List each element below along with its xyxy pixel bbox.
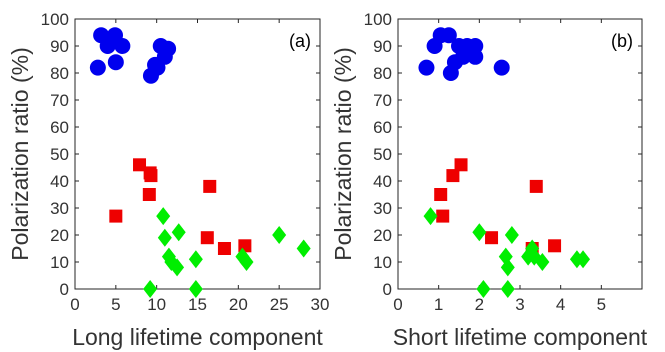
data-point-diamond: [272, 226, 287, 244]
data-point-square: [446, 169, 460, 183]
data-point-square: [217, 242, 231, 255]
data-point-diamond: [239, 253, 254, 271]
x-tick-label: 30: [311, 295, 330, 314]
x-tick-label: 20: [229, 295, 248, 314]
y-tick-label: 10: [50, 253, 69, 272]
data-point-diamond: [171, 223, 186, 242]
x-tick-label: 0: [393, 295, 402, 314]
data-point-square: [203, 179, 217, 193]
x-tick-label: 4: [556, 295, 565, 314]
data-point-circle: [467, 48, 484, 65]
data-point-diamond: [476, 280, 491, 298]
data-point-diamond: [188, 280, 203, 298]
data-point-circle: [147, 56, 164, 73]
data-point-diamond: [423, 207, 438, 226]
data-point-square: [133, 158, 147, 172]
data-point-square: [434, 188, 448, 201]
data-point-square: [454, 158, 468, 172]
y-tick-label: 0: [60, 280, 69, 299]
data-point-square: [144, 169, 158, 183]
data-point-diamond: [143, 280, 158, 298]
y-axis-label: Polarization ratio (%): [7, 47, 33, 260]
data-point-square: [436, 209, 450, 223]
y-tick-label: 60: [50, 118, 69, 137]
data-point-diamond: [156, 207, 171, 226]
data-point-circle: [418, 59, 435, 76]
y-tick-label: 30: [50, 199, 69, 218]
data-point-circle: [426, 38, 443, 54]
panel-label: (b): [611, 31, 633, 51]
x-tick-label: 25: [270, 295, 289, 314]
data-point-square: [109, 209, 123, 223]
x-tick-label: 0: [70, 295, 79, 314]
x-tick-label: 5: [597, 295, 606, 314]
plot-area-frame: [397, 18, 643, 290]
data-point-diamond: [500, 280, 515, 298]
x-axis-label: Long lifetime component: [72, 324, 323, 350]
data-point-diamond: [500, 258, 515, 277]
data-point-square: [548, 239, 562, 253]
y-tick-label: 40: [373, 172, 392, 191]
data-point-circle: [114, 38, 131, 54]
y-tick-label: 80: [50, 64, 69, 83]
data-point-square: [485, 231, 499, 245]
data-point-diamond: [535, 253, 550, 271]
x-tick-label: 1: [434, 295, 443, 314]
y-tick-label: 10: [373, 253, 392, 272]
x-tick-label: 5: [111, 295, 120, 314]
y-tick-label: 40: [50, 172, 69, 191]
data-point-circle: [440, 27, 457, 44]
y-tick-label: 100: [41, 10, 69, 29]
data-point-diamond: [472, 223, 487, 242]
y-tick-label: 90: [373, 37, 392, 56]
y-tick-label: 30: [373, 199, 392, 218]
data-point-diamond: [296, 239, 311, 258]
data-point-diamond: [157, 228, 172, 247]
y-tick-label: 90: [50, 37, 69, 56]
y-tick-label: 70: [373, 91, 392, 110]
data-point-circle: [442, 65, 459, 81]
x-axis-label: Short lifetime component: [393, 324, 648, 350]
y-tick-label: 0: [383, 280, 392, 299]
y-tick-label: 50: [50, 145, 69, 164]
data-point-diamond: [170, 258, 185, 277]
y-tick-label: 20: [50, 226, 69, 245]
x-tick-label: 15: [188, 295, 207, 314]
y-tick-label: 20: [373, 226, 392, 245]
data-point-circle: [160, 40, 177, 57]
x-tick-label: 2: [475, 295, 484, 314]
y-tick-label: 80: [373, 64, 392, 83]
y-tick-label: 60: [373, 118, 392, 137]
data-point-circle: [89, 59, 106, 76]
x-tick-label: 3: [515, 295, 524, 314]
data-point-diamond: [576, 250, 591, 269]
y-tick-label: 50: [373, 145, 392, 164]
data-point-diamond: [188, 250, 203, 269]
data-point-square: [142, 188, 156, 201]
y-tick-label: 100: [364, 10, 392, 29]
data-point-diamond: [504, 226, 519, 244]
x-tick-label: 10: [147, 295, 166, 314]
data-point-square: [200, 231, 214, 245]
panel-label: (a): [289, 31, 311, 51]
panel-a-scatter-chart: 0 5 10 15 20 25 30 0 10 20 30 40 50 60 70 80 90 100 Long l…: [7, 10, 329, 350]
data-point-square: [529, 179, 543, 193]
y-tick-label: 70: [50, 91, 69, 110]
data-point-circle: [493, 59, 510, 76]
data-point-circle: [107, 54, 124, 71]
data-point-circle: [99, 38, 116, 54]
y-axis-label: Polarization ratio (%): [330, 47, 356, 260]
